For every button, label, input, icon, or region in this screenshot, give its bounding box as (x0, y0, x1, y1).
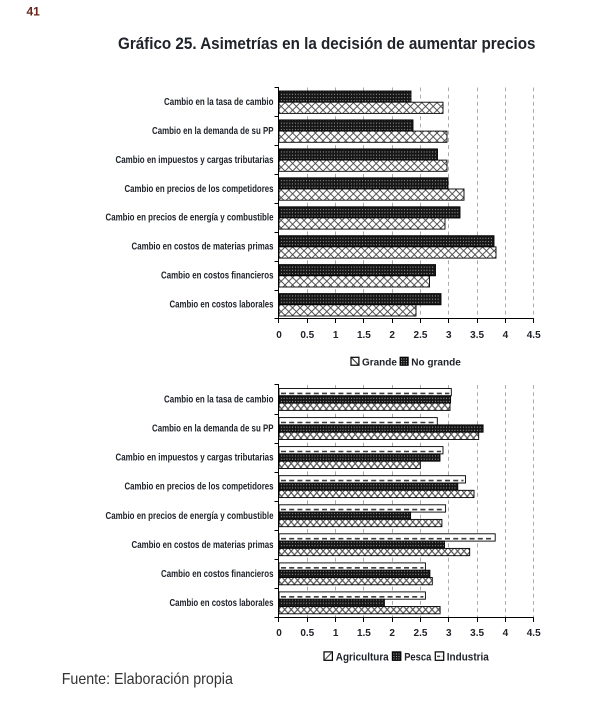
svg-text:Cambio en costos de materias p: Cambio en costos de materias primas (132, 540, 274, 551)
svg-text:2: 2 (389, 628, 395, 639)
svg-text:0: 0 (276, 330, 282, 341)
svg-text:Cambio en impuestos y cargas t: Cambio en impuestos y cargas tributarias (116, 155, 274, 166)
svg-text:1.5: 1.5 (357, 628, 371, 639)
svg-text:4: 4 (503, 628, 509, 639)
svg-text:No grande: No grande (411, 357, 461, 368)
svg-text:1: 1 (333, 628, 339, 639)
svg-text:Industria: Industria (447, 651, 490, 663)
svg-text:3: 3 (446, 628, 452, 639)
svg-text:41: 41 (27, 5, 41, 19)
svg-text:1.5: 1.5 (357, 330, 371, 341)
svg-text:Cambio en precios de los compe: Cambio en precios de los competidores (125, 184, 274, 195)
svg-text:Cambio en costos financieros: Cambio en costos financieros (161, 271, 274, 282)
svg-text:0.5: 0.5 (300, 628, 314, 639)
svg-text:2.5: 2.5 (414, 330, 428, 341)
svg-text:Cambio en la tasa de cambio: Cambio en la tasa de cambio (164, 395, 274, 406)
svg-text:Cambio en costos laborales: Cambio en costos laborales (170, 598, 274, 609)
svg-text:Cambio en precios de energía y: Cambio en precios de energía y combustib… (106, 213, 274, 224)
svg-text:Cambio en precios de los compe: Cambio en precios de los competidores (125, 482, 274, 493)
svg-text:3: 3 (446, 330, 452, 341)
svg-text:4: 4 (503, 330, 509, 341)
svg-text:3.5: 3.5 (470, 330, 484, 341)
svg-text:0.5: 0.5 (300, 330, 314, 341)
svg-text:2: 2 (389, 330, 395, 341)
svg-text:4.5: 4.5 (527, 330, 541, 341)
svg-text:Cambio en costos laborales: Cambio en costos laborales (170, 300, 274, 311)
svg-text:2.5: 2.5 (414, 628, 428, 639)
svg-text:Cambio en la demanda de su PP: Cambio en la demanda de su PP (152, 424, 274, 435)
svg-text:Cambio en impuestos y cargas t: Cambio en impuestos y cargas tributarias (116, 453, 274, 464)
svg-text:Cambio en la tasa de cambio: Cambio en la tasa de cambio (164, 97, 274, 108)
svg-text:1: 1 (333, 330, 339, 341)
svg-text:Cambio en costos de materias p: Cambio en costos de materias primas (132, 242, 274, 253)
svg-text:Gráfico 25. Asimetrías en la d: Gráfico 25. Asimetrías en la decisión de… (118, 34, 536, 53)
svg-text:Fuente: Elaboración propia: Fuente: Elaboración propia (62, 671, 233, 688)
svg-text:Agricultura: Agricultura (336, 651, 390, 663)
svg-text:Cambio en precios de energía y: Cambio en precios de energía y combustib… (106, 511, 274, 522)
svg-text:Cambio en la demanda de su PP: Cambio en la demanda de su PP (152, 126, 274, 137)
svg-text:0: 0 (276, 628, 282, 639)
svg-text:Grande: Grande (362, 357, 397, 368)
svg-text:Cambio en costos financieros: Cambio en costos financieros (161, 569, 274, 580)
svg-text:4.5: 4.5 (527, 628, 541, 639)
svg-text:3.5: 3.5 (470, 628, 484, 639)
svg-text:Pesca: Pesca (404, 651, 432, 663)
